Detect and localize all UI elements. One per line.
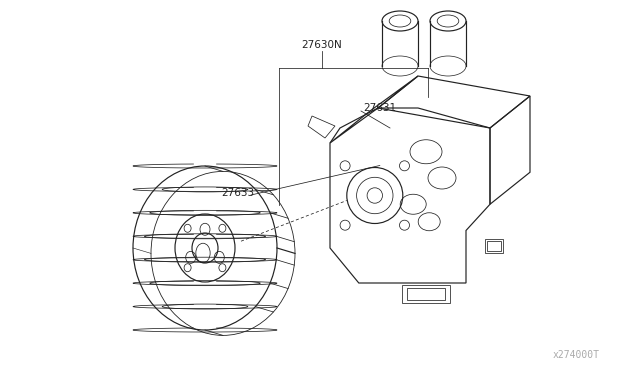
Text: 27631: 27631: [363, 103, 396, 113]
Text: 27630N: 27630N: [301, 40, 342, 50]
Text: 27633: 27633: [221, 188, 254, 198]
Text: x274000T: x274000T: [553, 350, 600, 360]
Bar: [487, 241, 501, 251]
Bar: [485, 239, 503, 253]
